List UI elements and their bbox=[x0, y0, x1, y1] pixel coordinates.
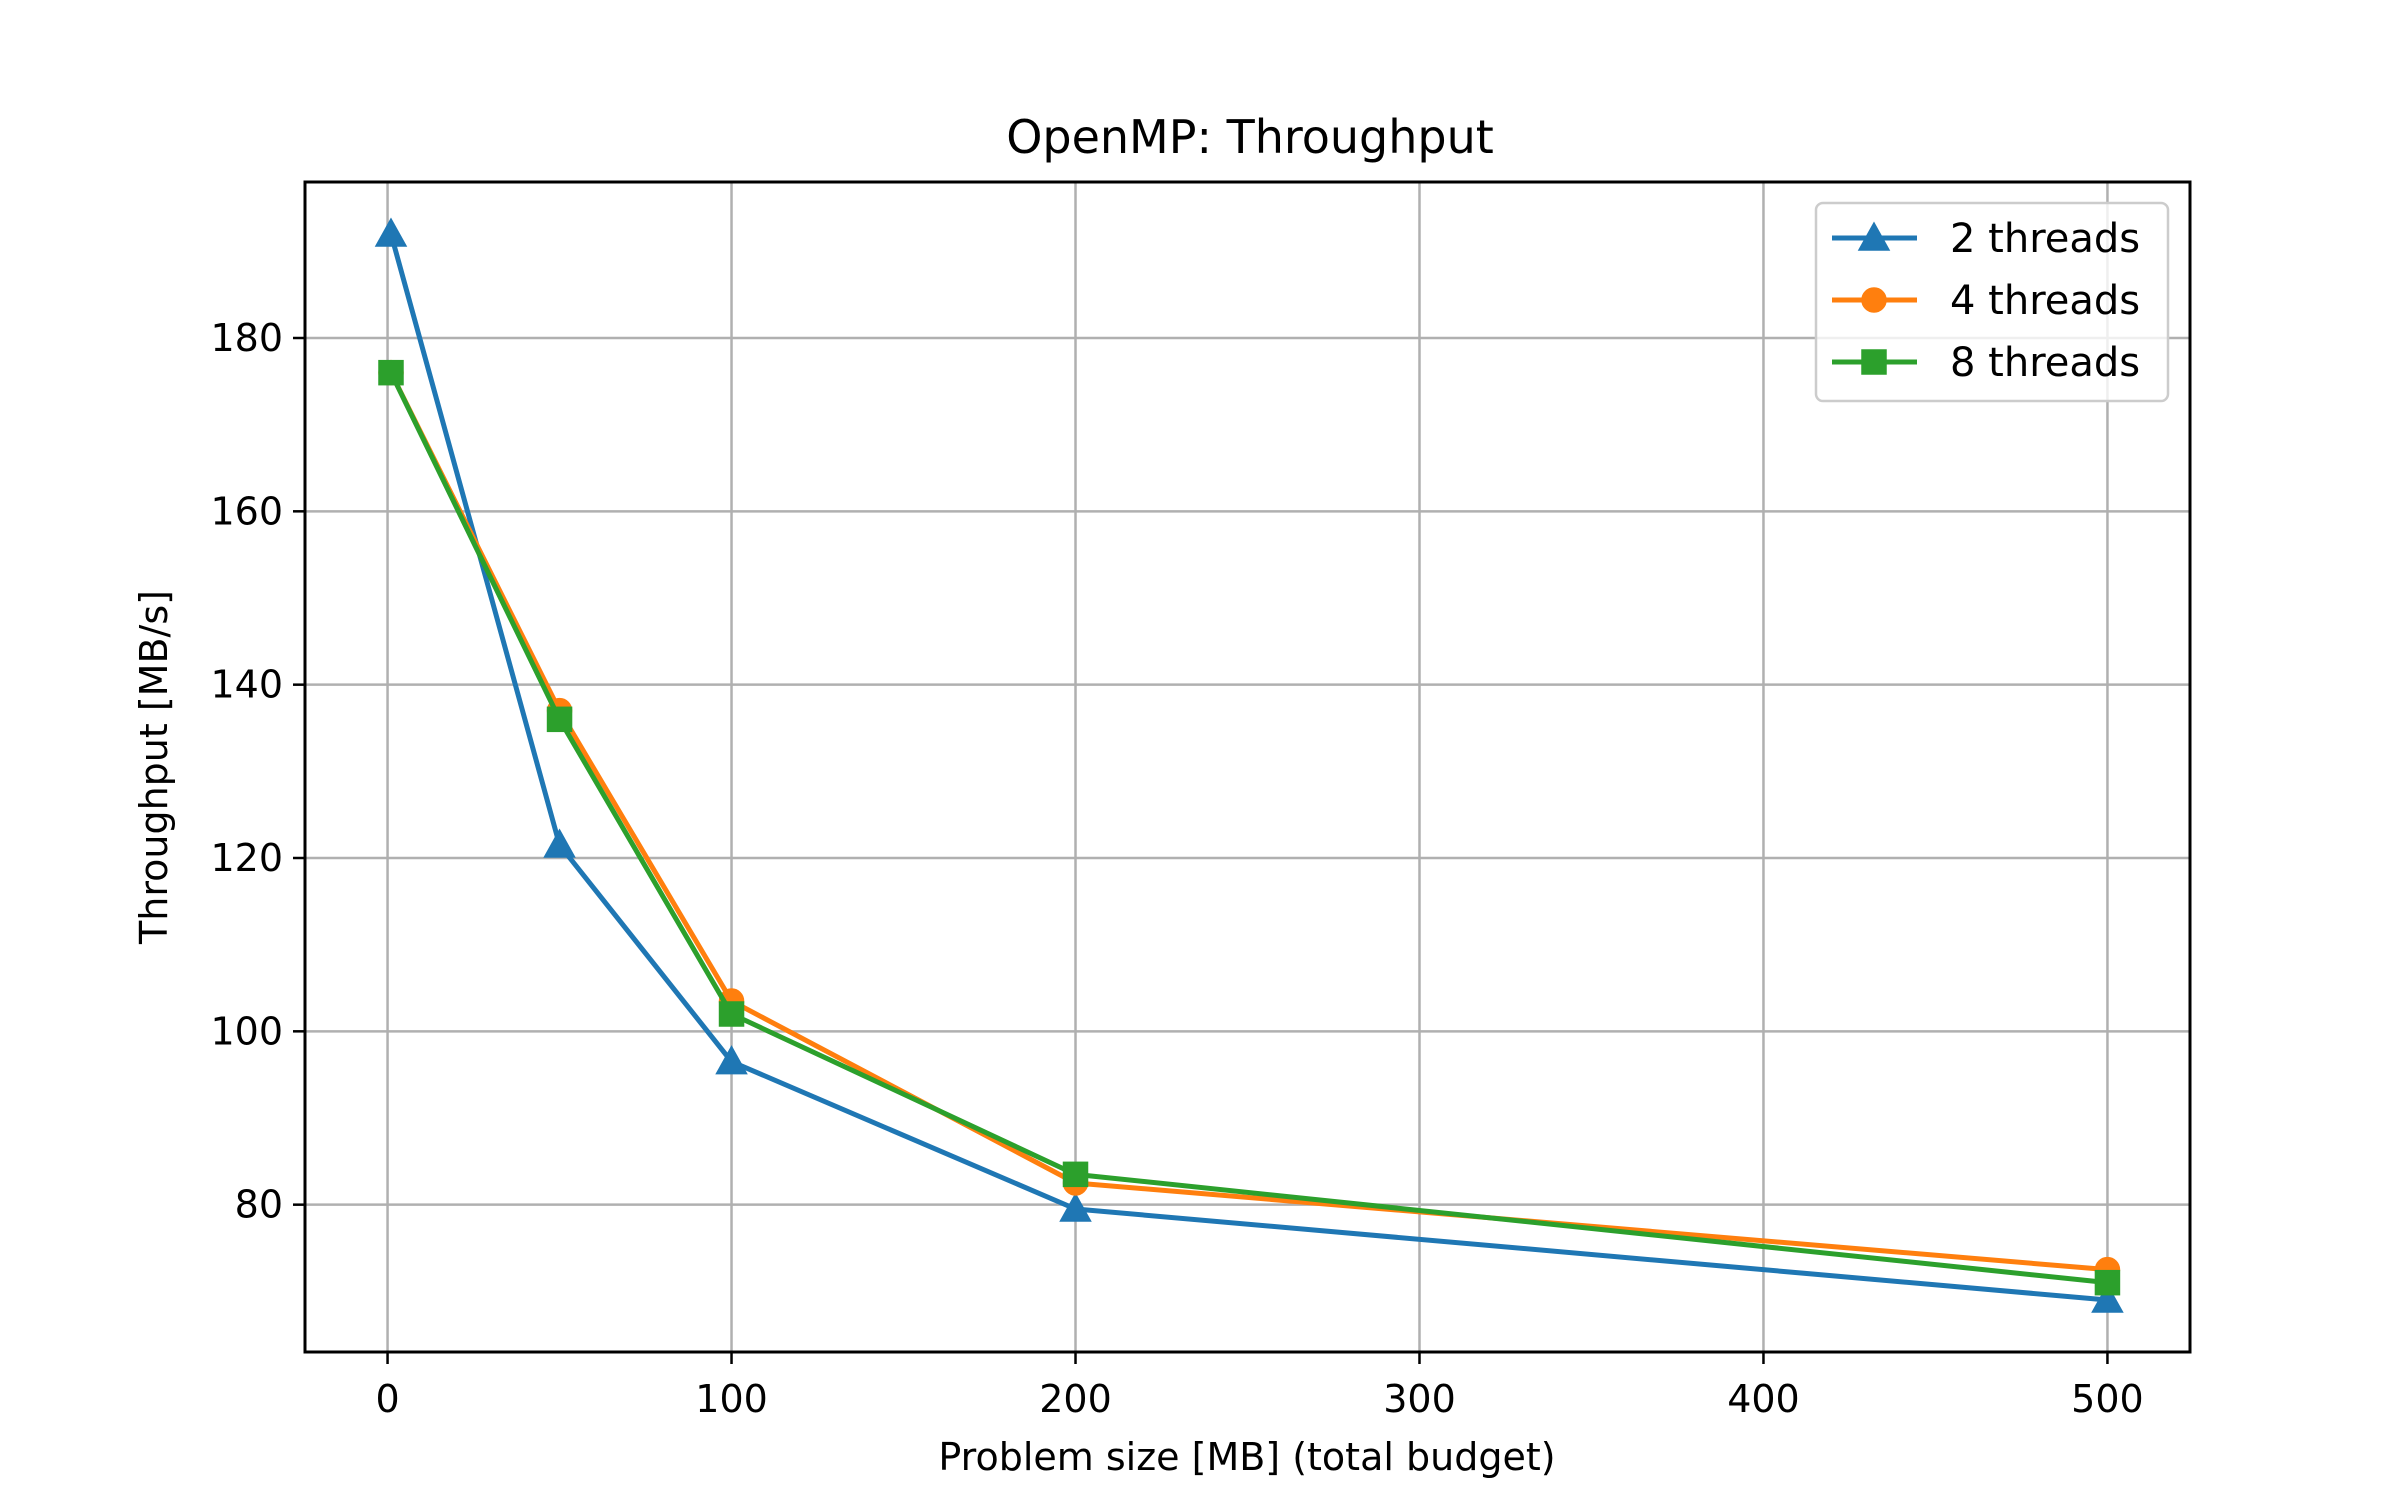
legend-label: 4 threads bbox=[1950, 278, 2140, 324]
y-tick-label: 160 bbox=[210, 489, 283, 533]
data-point bbox=[546, 706, 573, 733]
data-point bbox=[378, 359, 404, 386]
x-tick-label: 500 bbox=[2071, 1377, 2144, 1421]
series-line bbox=[388, 371, 2108, 1273]
data-point bbox=[718, 1001, 745, 1027]
legend-marker bbox=[1857, 221, 1891, 251]
legend: 2 threads 4 threads 8 threads bbox=[1814, 201, 2170, 403]
y-tick-label: 80 bbox=[235, 1183, 283, 1227]
data-point bbox=[374, 217, 408, 247]
data-point bbox=[2094, 1269, 2121, 1296]
legend-marker bbox=[1861, 287, 1887, 313]
legend-marker bbox=[1861, 349, 1887, 375]
legend-label: 8 threads bbox=[1950, 340, 2140, 386]
legend-item: 2 threads bbox=[1832, 216, 2140, 262]
legend-box bbox=[1814, 201, 2170, 403]
x-tick-label: 200 bbox=[1039, 1377, 1112, 1421]
y-tick-label: 180 bbox=[210, 316, 283, 360]
x-tick-label: 0 bbox=[375, 1377, 399, 1421]
series-4-threads bbox=[378, 359, 2121, 1283]
y-axis-label: Throughput [MB/s] bbox=[132, 590, 176, 945]
x-tick-label: 100 bbox=[695, 1377, 768, 1421]
data-point bbox=[1059, 1192, 1092, 1222]
legend-item: 4 threads bbox=[1832, 278, 2140, 324]
x-tick-label: 400 bbox=[1727, 1377, 1800, 1421]
data-point bbox=[715, 1045, 748, 1075]
y-tick-label: 100 bbox=[210, 1009, 283, 1053]
series-2-threads bbox=[374, 217, 2124, 1313]
legend-label: 2 threads bbox=[1950, 216, 2140, 262]
plot-frame bbox=[303, 180, 2192, 1354]
y-tick-label: 120 bbox=[210, 836, 283, 880]
y-tick-label: 140 bbox=[210, 663, 283, 707]
series-8-threads bbox=[378, 359, 2121, 1296]
axis-ticks: 0 100 200 300 400 500 80 100 120 140 160 180 bbox=[210, 316, 2143, 1421]
legend-item: 8 threads bbox=[1832, 340, 2140, 386]
series-line bbox=[388, 371, 2108, 1286]
data-point bbox=[1062, 1161, 1089, 1188]
data-point bbox=[543, 828, 576, 858]
data-point bbox=[2091, 1283, 2124, 1313]
x-tick-label: 300 bbox=[1383, 1377, 1456, 1421]
chart-title: OpenMP: Throughput bbox=[1006, 110, 1494, 164]
series-layer bbox=[374, 217, 2124, 1313]
x-axis-label: Problem size [MB] (total budget) bbox=[938, 1435, 1555, 1479]
